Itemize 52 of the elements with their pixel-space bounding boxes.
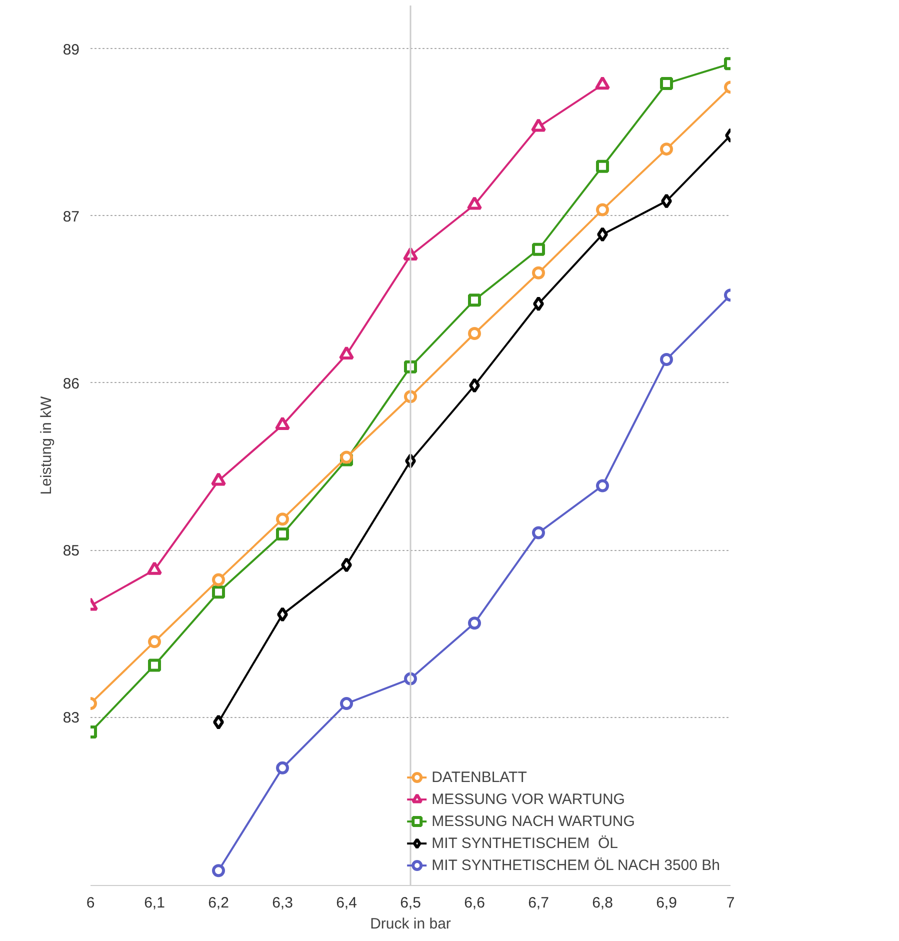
y-tick-label: 85: [62, 542, 80, 560]
point: [661, 194, 672, 209]
y-axis-title: Leistung in kW: [38, 395, 55, 495]
point: [341, 557, 352, 572]
x-axis-title: Druck in bar: [370, 916, 451, 932]
point: [468, 294, 481, 307]
point: [596, 160, 609, 173]
point: [596, 203, 609, 216]
point: [276, 512, 289, 526]
point: [533, 296, 544, 312]
point: [277, 606, 288, 622]
point: [276, 761, 289, 774]
legend-label: MESSUNG NACH WARTUNG: [432, 812, 635, 830]
point: [660, 352, 673, 366]
point: [148, 658, 161, 672]
x-tick-label: 6,6: [464, 894, 485, 912]
point: [213, 714, 224, 730]
point: [660, 76, 673, 90]
legend-label: MIT SYNTHETISCHEM ÖL: [432, 834, 618, 852]
x-tick-label: 6,9: [656, 894, 677, 912]
point: [212, 864, 225, 878]
legend-label: MIT SYNTHETISCHEM ÖL NACH 3500 Bh: [432, 856, 720, 874]
legend-label: DATENBLATT: [432, 768, 527, 786]
y-tick-label: 83: [62, 710, 80, 727]
point: [148, 635, 161, 648]
point: [660, 142, 673, 156]
x-tick-label: 6,4: [336, 894, 357, 912]
x-tick-label: 6,2: [208, 894, 229, 912]
x-tick-label: 7: [726, 894, 735, 912]
point: [469, 378, 480, 393]
y-tick-label: 89: [62, 41, 80, 58]
point: [340, 697, 353, 710]
point: [276, 527, 289, 540]
x-tick-label: 6,8: [592, 894, 613, 912]
point: [532, 526, 545, 540]
y-tick-label: 86: [62, 375, 80, 392]
point: [468, 616, 481, 630]
legend-label: MESSUNG VOR WARTUNG: [432, 790, 625, 808]
x-tick-label: 6,1: [144, 894, 165, 912]
point: [468, 327, 481, 340]
y-tick-label: 87: [62, 208, 80, 226]
point: [532, 242, 545, 256]
point: [212, 586, 225, 599]
point: [597, 226, 608, 242]
x-tick-label: 6,3: [272, 894, 293, 912]
x-tick-label: 6: [86, 894, 95, 912]
point: [212, 573, 225, 586]
point: [532, 266, 545, 280]
point: [340, 450, 353, 464]
x-tick-label: 6,5: [400, 894, 421, 912]
point: [596, 479, 609, 492]
x-tick-label: 6,7: [528, 894, 549, 912]
